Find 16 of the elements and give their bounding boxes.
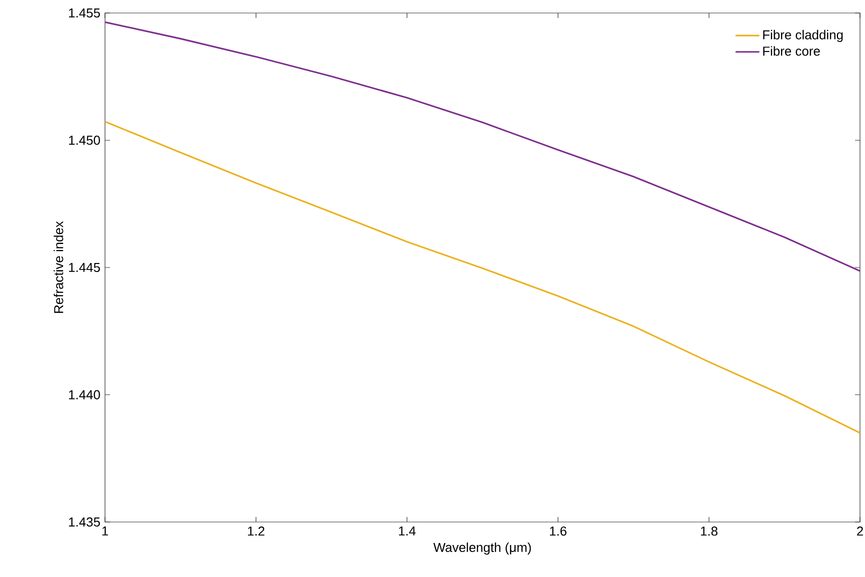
legend-label: Fibre cladding — [763, 30, 843, 42]
legend-label: Fibre core — [763, 46, 820, 56]
y-tick-label: 1.440 — [69, 390, 100, 400]
x-tick-label: 1.2 — [248, 526, 264, 536]
x-tick-label: 1.6 — [550, 526, 566, 536]
y-axis-title: Refractive index — [54, 221, 64, 313]
x-axis-title: Wavelength (μm) — [433, 542, 531, 555]
x-tick-label: 1.4 — [398, 526, 416, 536]
y-tick-label: 1.435 — [69, 517, 100, 527]
line-series — [105, 120, 860, 434]
y-tick-label: 1.445 — [69, 262, 100, 272]
x-tick-label: 1.8 — [700, 526, 718, 536]
x-tick-label: 1 — [102, 526, 108, 536]
x-tick-label: 2 — [857, 526, 863, 536]
y-tick-label: 1.455 — [69, 8, 100, 18]
y-tick-label: 1.450 — [69, 136, 100, 145]
